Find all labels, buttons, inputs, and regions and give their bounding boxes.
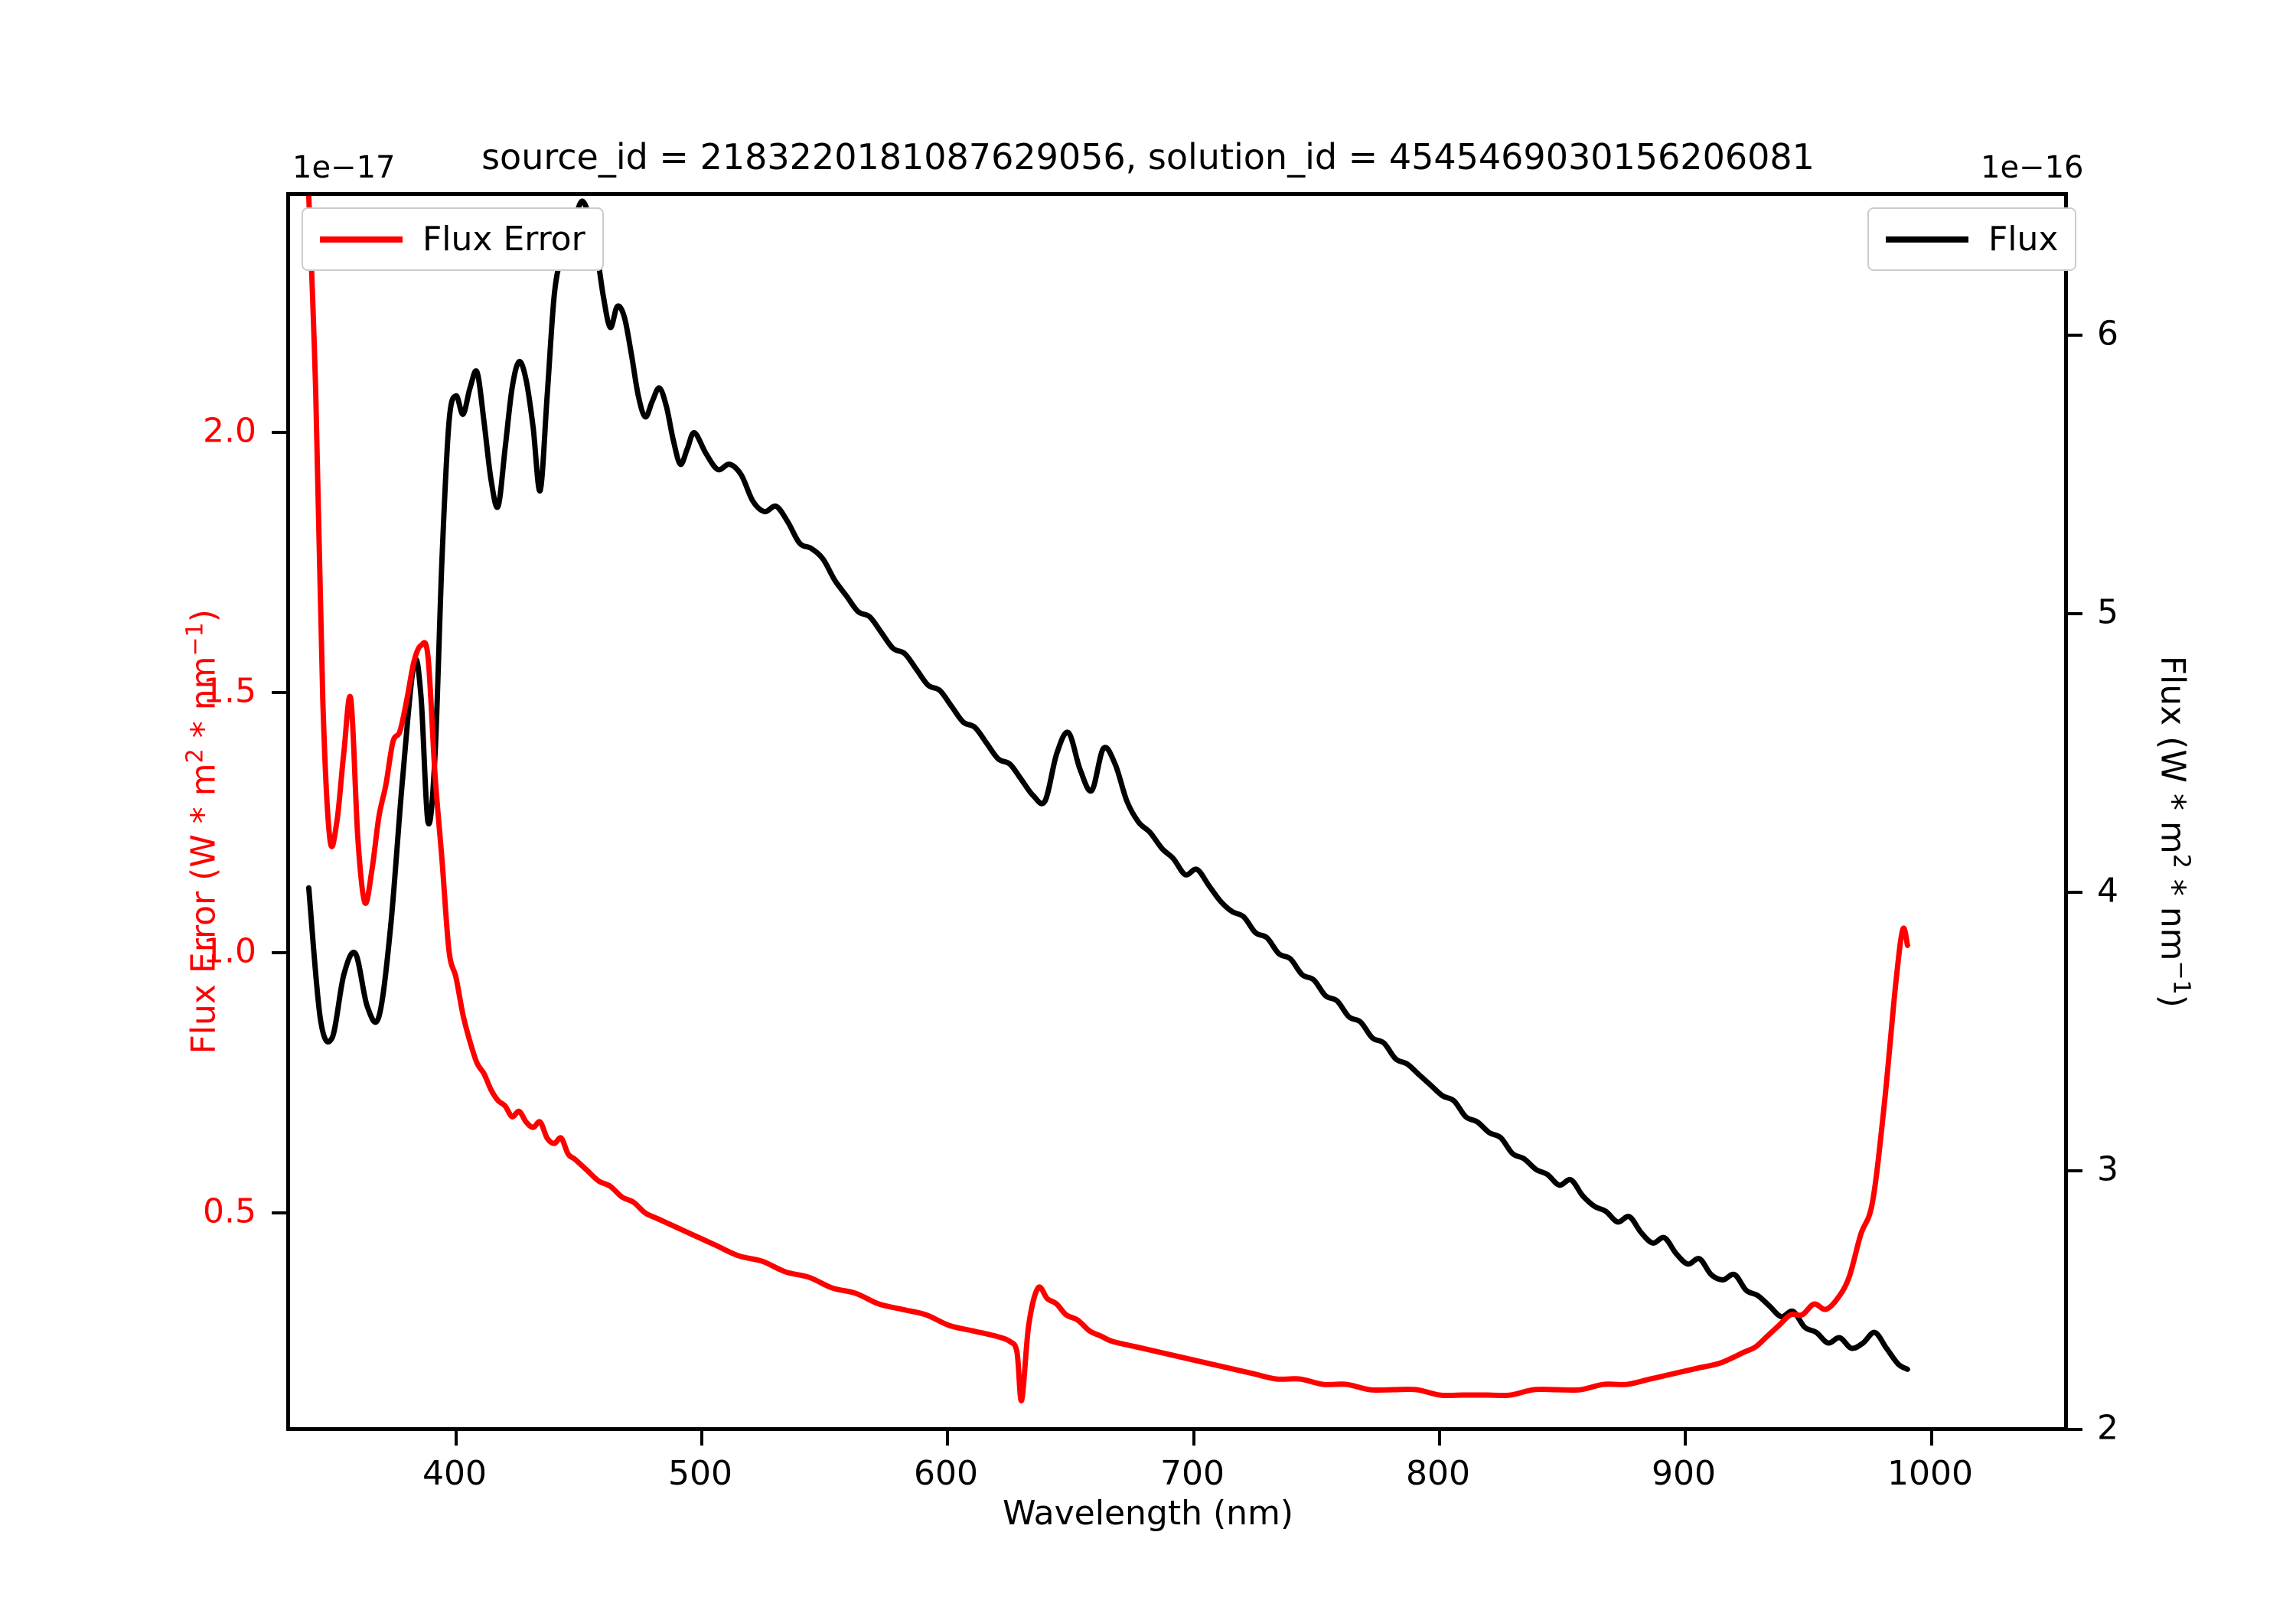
legend-flux-error[interactable]: Flux Error (302, 207, 604, 271)
ytick-mark-right-3 (2068, 612, 2082, 615)
ytick-right-1: 3 (2097, 1149, 2118, 1189)
y-right-label-mid: * nm (2153, 868, 2193, 961)
ytick-left-3: 2.0 (203, 411, 256, 451)
xtick-5: 900 (1652, 1454, 1716, 1493)
y-right-label-pre: Flux (W * m (2153, 655, 2193, 854)
y-right-label-post: ) (2153, 994, 2193, 1008)
xtick-6: 1000 (1887, 1454, 1973, 1493)
ytick-mark-right-4 (2068, 334, 2082, 337)
ytick-mark-left-3 (272, 431, 286, 434)
ytick-mark-left-0 (272, 1211, 286, 1214)
y-left-label-pre: Flux Error (W * m (184, 763, 223, 1054)
y-left-label-mid: * nm (184, 656, 223, 749)
x-axis-label: Wavelength (nm) (1002, 1494, 1294, 1533)
ytick-right-4: 6 (2097, 314, 2118, 354)
xtick-1: 500 (668, 1454, 732, 1493)
ytick-mark-right-2 (2068, 891, 2082, 894)
xtick-mark-5 (1684, 1431, 1687, 1446)
xtick-mark-1 (700, 1431, 703, 1446)
legend-flux[interactable]: Flux (1867, 207, 2077, 271)
flux-curve (305, 198, 1910, 1372)
ytick-left-2: 1.5 (203, 671, 256, 711)
legend-label-flux-error: Flux Error (422, 220, 585, 259)
xtick-4: 800 (1406, 1454, 1470, 1493)
xtick-0: 400 (422, 1454, 487, 1493)
plot-title: source_id = 2183220181087629056, solutio… (481, 136, 1815, 178)
y-axis-left-label: Flux Error (W * m2 * nm−1) (182, 212, 223, 1451)
ytick-mark-left-1 (272, 951, 286, 954)
xtick-mark-0 (455, 1431, 458, 1446)
xtick-mark-6 (1930, 1431, 1933, 1446)
legend-swatch-flux-error (320, 236, 403, 243)
xtick-mark-3 (1192, 1431, 1195, 1446)
ytick-mark-right-0 (2068, 1428, 2082, 1431)
xtick-2: 600 (914, 1454, 978, 1493)
plot-area (286, 192, 2068, 1431)
right-axis-exponent-label: 1e−16 (1981, 150, 2084, 185)
ytick-right-2: 4 (2097, 871, 2118, 911)
ytick-mark-right-1 (2068, 1169, 2082, 1172)
y-left-label-post: ) (184, 609, 223, 623)
y-right-label-sup2: −1 (2167, 960, 2195, 995)
y-axis-right-label: Flux (W * m2 * nm−1) (2154, 212, 2195, 1451)
xtick-mark-2 (946, 1431, 949, 1446)
y-right-label-sup1: 2 (2167, 853, 2195, 869)
spectrum-curves (305, 196, 1910, 1403)
y-left-label-sup1: 2 (181, 748, 209, 764)
legend-swatch-flux (1886, 236, 1968, 243)
y-left-label-sup2: −1 (181, 622, 209, 657)
legend-label-flux: Flux (1988, 220, 2059, 259)
left-axis-exponent-label: 1e−17 (292, 150, 396, 185)
ytick-mark-left-2 (272, 691, 286, 694)
ytick-right-3: 5 (2097, 592, 2118, 632)
ytick-right-0: 2 (2097, 1408, 2118, 1448)
ytick-left-1: 1.0 (203, 931, 256, 971)
ytick-left-0: 0.5 (203, 1191, 256, 1231)
flux-error-curve (305, 196, 1910, 1403)
xtick-3: 700 (1160, 1454, 1225, 1493)
xtick-mark-4 (1438, 1431, 1441, 1446)
